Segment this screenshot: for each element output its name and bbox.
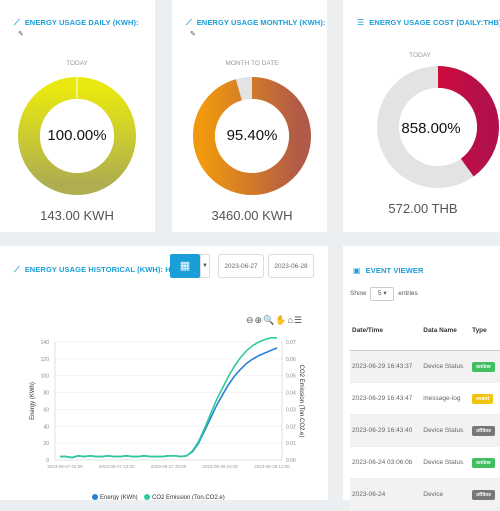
y-tick-label: 20 xyxy=(43,441,49,447)
y-tick-label: 100 xyxy=(41,374,50,380)
historical-chart: 0 20 40 60 80 100 120 140 0.00 0.01 0.02 0.03 0.04 0.… xyxy=(30,337,304,500)
historical-card-title: ⟋ ENERGY USAGE HISTORICAL (KWH): HOUR xyxy=(14,265,188,274)
show-label: Show xyxy=(350,290,367,297)
monthly-card-title: ⟋ ENERGY USAGE MONTHLY (KWH): xyxy=(186,18,326,27)
monthly-value: 3460.00 KWH xyxy=(211,208,293,223)
daily-period-label: TODAY xyxy=(66,60,88,67)
y2-tick-label: 0.00 xyxy=(286,458,296,464)
database-icon: ☰ xyxy=(357,18,365,27)
x-tick-label: 2023-06-27 04:00 xyxy=(47,464,83,469)
y2-tick-label: 0.01 xyxy=(286,441,296,447)
event-type: offline xyxy=(470,478,500,511)
status-badge: online xyxy=(472,361,495,372)
chevron-down-icon: ▼ xyxy=(202,263,208,269)
event-datetime: 2023-06-24 03:06:0b xyxy=(350,446,422,479)
column-header-type[interactable]: Type xyxy=(470,310,500,351)
chart-line-icon: ⟋ xyxy=(186,18,192,27)
event-datetime: 2023-06-29 16:43:37 xyxy=(350,350,422,383)
calendar-dropdown-button[interactable]: ▼ xyxy=(200,254,210,278)
pin-icon[interactable]: ✎ xyxy=(18,31,24,38)
x-tick-label: 2023-06-27 12:00 xyxy=(99,464,135,469)
y2-tick-label: 0.03 xyxy=(286,407,296,413)
historical-card: ⟋ ENERGY USAGE HISTORICAL (KWH): HOUR xyxy=(0,246,328,500)
table-row[interactable]: 2023-06-29 16:43:37 Device Status online xyxy=(350,350,500,383)
calendar-icon: ▦ xyxy=(179,260,191,272)
status-badge: offline xyxy=(472,425,496,436)
status-badge: online xyxy=(472,457,495,468)
event-type: event xyxy=(470,382,500,415)
monthly-percent: 95.40% xyxy=(226,127,278,144)
status-badge: offline xyxy=(472,489,496,500)
status-badge: event xyxy=(472,393,494,404)
y2-tick-label: 0.06 xyxy=(286,357,296,363)
cost-card: ☰ ENERGY USAGE COST (DAILY:THB): TODAY 85… xyxy=(343,0,500,232)
y-tick-label: 0 xyxy=(46,458,49,464)
legend-marker xyxy=(92,494,98,500)
column-header-dataname[interactable]: Data Name xyxy=(421,310,471,351)
daily-value: 143.00 KWH xyxy=(40,208,114,223)
legend-label: CO2 Emission (Ton.CO2.e) xyxy=(152,495,225,500)
table-row[interactable]: 2023-06-29 16:43:40 Device Status offline xyxy=(350,414,500,447)
chart-line-icon: ⟋ xyxy=(14,18,20,27)
series-line-1 xyxy=(60,337,277,459)
chart-line-icon: ⟋ xyxy=(14,265,20,274)
event-dataname: Device Status xyxy=(421,446,471,479)
monthly-period-label: MONTH TO DATE xyxy=(225,60,279,67)
table-row[interactable]: 2023-06-24 03:06:0b Device Status online xyxy=(350,446,500,479)
column-header-datetime[interactable]: Date/Time xyxy=(350,310,422,351)
monthly-usage-card: ⟋ ENERGY USAGE MONTHLY (KWH): ✎ MONTH TO … xyxy=(172,0,327,232)
calendar-button[interactable]: ▦ xyxy=(170,254,200,278)
entries-select[interactable]: 5 ▾ xyxy=(370,287,395,301)
y2-axis-label: CO2 Emission (Ton.CO2.e) xyxy=(298,365,304,438)
legend-label: Energy (KWh) xyxy=(100,495,138,500)
event-datetime: 2023-06-24 xyxy=(350,478,422,511)
date-to-input[interactable]: 2023-06-28 xyxy=(268,254,314,278)
y-tick-label: 60 xyxy=(43,407,49,413)
chart-toolbar[interactable]: ⊖⊕🔍✋⌂☰ xyxy=(246,315,303,325)
y2-tick-label: 0.07 xyxy=(286,340,296,346)
table-row[interactable]: 2023-06-29 16:43:47 message-log event xyxy=(350,382,500,415)
y-tick-label: 80 xyxy=(43,391,49,397)
event-type: online xyxy=(470,446,500,479)
event-dataname: Device xyxy=(421,478,471,511)
cost-donut xyxy=(377,66,499,188)
event-table: Date/Time Data Name Type 2023-06-29 16:4… xyxy=(350,310,500,511)
pin-icon[interactable]: ✎ xyxy=(190,31,196,38)
daily-card-title: ⟋ ENERGY USAGE DAILY (KWH): xyxy=(14,18,139,27)
y-tick-label: 120 xyxy=(41,357,50,363)
entries-label: entries xyxy=(398,290,418,297)
legend-marker xyxy=(144,494,150,500)
y-tick-label: 40 xyxy=(43,424,49,430)
x-tick-label: 2023-06-27 20:00 xyxy=(151,464,187,469)
monthly-donut xyxy=(193,77,311,195)
event-datetime: 2023-06-29 16:43:40 xyxy=(350,414,422,447)
y2-tick-label: 0.02 xyxy=(286,424,296,430)
series-line-0 xyxy=(60,347,278,459)
cost-value: 572.00 THB xyxy=(388,201,458,216)
daily-percent: 100.00% xyxy=(47,127,107,144)
daily-donut xyxy=(18,77,136,195)
event-dataname: Device Status xyxy=(421,414,471,447)
event-type: online xyxy=(470,350,500,383)
y-tick-label: 140 xyxy=(41,340,50,346)
x-tick-label: 2023-06-28 04:00 xyxy=(202,464,238,469)
cost-period-label: TODAY xyxy=(409,52,431,59)
event-dataname: message-log xyxy=(421,382,471,415)
y2-tick-label: 0.04 xyxy=(286,391,296,397)
monitor-icon: ▣ xyxy=(353,266,361,275)
event-type: offline xyxy=(470,414,500,447)
x-tick-label: 2023-06-28 12:00 xyxy=(254,464,290,469)
table-row[interactable]: 2023-06-24 Device offline xyxy=(350,478,500,511)
daily-usage-card: ⟋ ENERGY USAGE DAILY (KWH): ✎ TODAY 100.0… xyxy=(0,0,155,232)
y-axis-label: Energy (KWh) xyxy=(30,382,36,420)
event-dataname: Device Status xyxy=(421,350,471,383)
event-viewer-title: ▣ EVENT VIEWER xyxy=(353,266,424,275)
cost-card-title: ☰ ENERGY USAGE COST (DAILY:THB): xyxy=(357,18,500,27)
event-datetime: 2023-06-29 16:43:47 xyxy=(350,382,422,415)
entries-length-control: Show 5 ▾ entries xyxy=(350,287,418,301)
date-from-input[interactable]: 2023-06-27 xyxy=(218,254,264,278)
cost-percent: 858.00% xyxy=(401,120,461,137)
y2-tick-label: 0.05 xyxy=(286,374,296,380)
